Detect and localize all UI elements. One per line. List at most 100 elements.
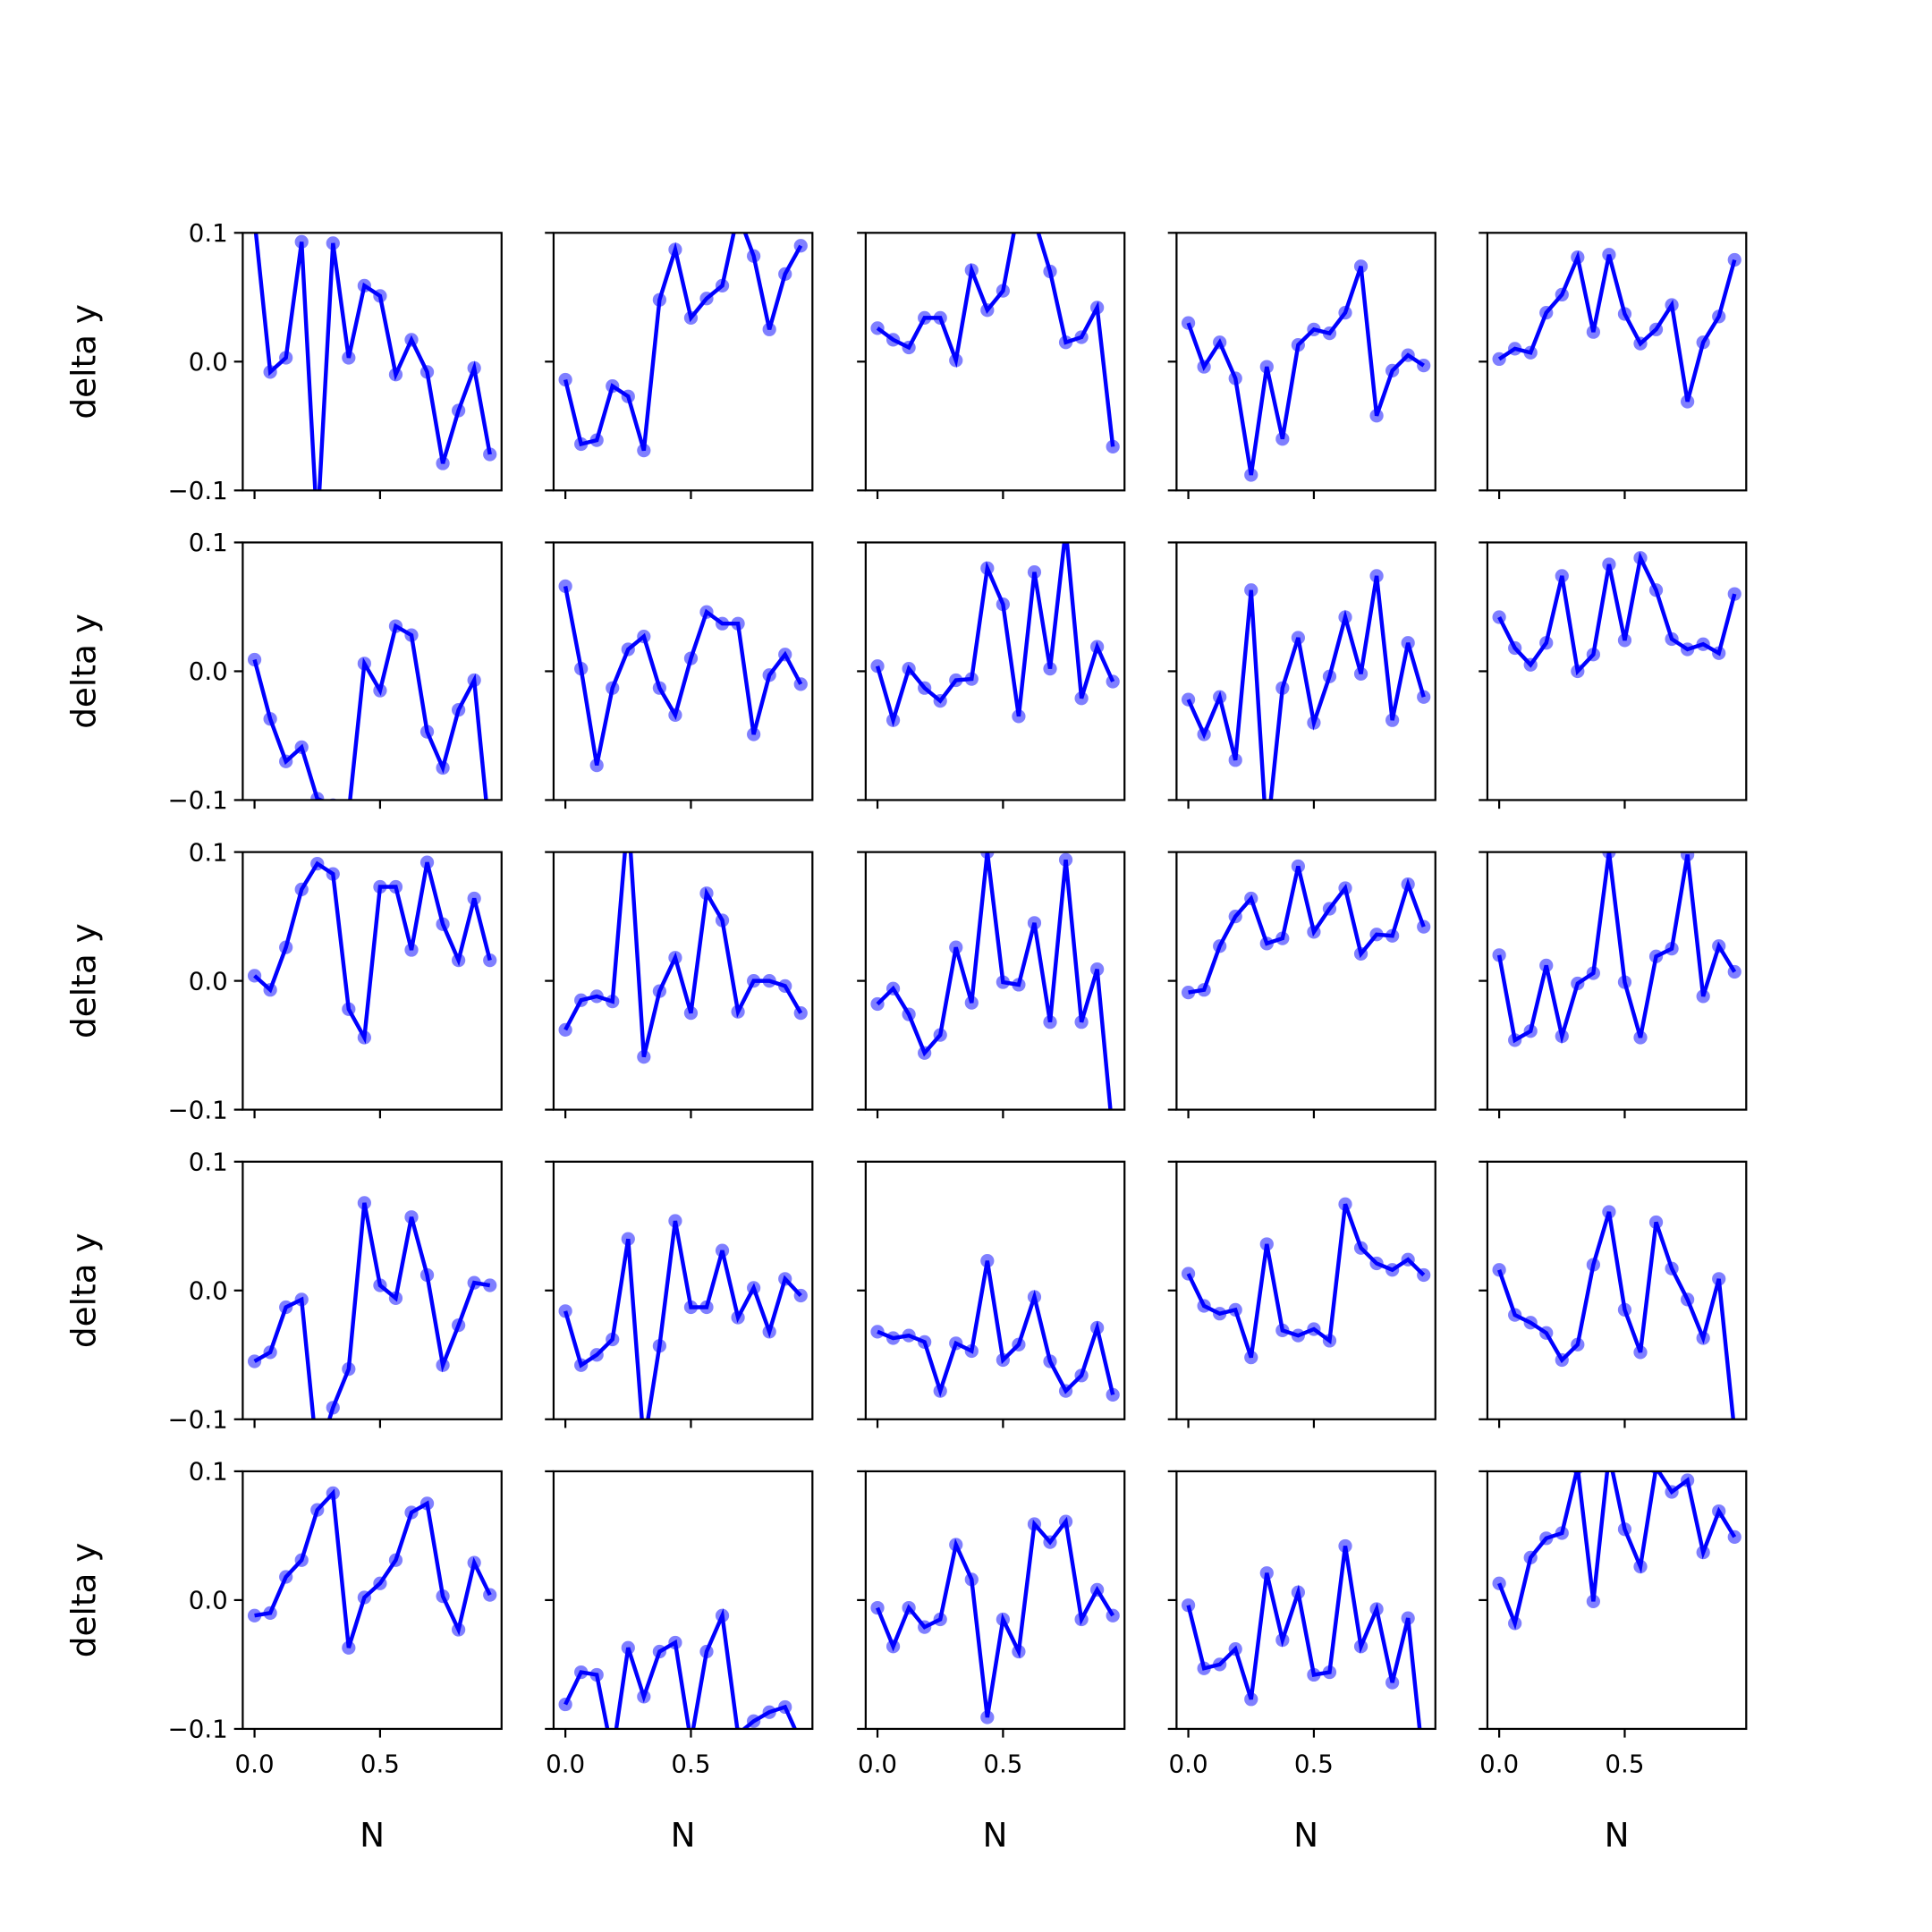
point <box>918 1046 932 1060</box>
axes-frame <box>552 1160 814 1420</box>
subplot <box>545 851 814 1119</box>
point <box>310 522 324 536</box>
point <box>996 1352 1010 1368</box>
point <box>1307 716 1321 730</box>
axes-frame <box>864 232 1126 492</box>
y-tick-label: −0.1 <box>168 1095 228 1124</box>
point <box>248 213 261 226</box>
point <box>731 1004 745 1019</box>
point <box>1106 1387 1120 1402</box>
subplot <box>1167 541 1436 809</box>
point <box>918 1335 932 1349</box>
point <box>436 917 450 931</box>
point <box>964 996 979 1010</box>
point <box>294 1553 309 1567</box>
x-tick-label: 0.0 <box>546 1749 585 1778</box>
point <box>310 1451 324 1464</box>
point <box>1353 1640 1368 1654</box>
point <box>1508 342 1522 356</box>
point <box>715 913 730 928</box>
point <box>1665 298 1679 312</box>
point <box>949 1538 963 1552</box>
point <box>373 1576 387 1590</box>
point <box>1602 1205 1616 1219</box>
x-tick-label: 0.0 <box>1479 1749 1519 1778</box>
point <box>436 456 450 470</box>
y-axis-label: delta y <box>64 923 104 1038</box>
point <box>1369 1256 1384 1271</box>
point <box>1322 669 1337 683</box>
point <box>1417 359 1431 373</box>
point <box>1027 1290 1042 1304</box>
point <box>1074 1368 1089 1383</box>
axes-frame <box>242 1470 503 1731</box>
point <box>388 1291 403 1306</box>
point <box>467 1275 481 1290</box>
x-tick-label: 0.5 <box>1605 1749 1644 1778</box>
point <box>1696 335 1710 350</box>
point <box>1696 1546 1710 1560</box>
point <box>652 1644 666 1659</box>
point <box>1508 1033 1522 1047</box>
point <box>1106 674 1120 689</box>
point <box>668 708 682 723</box>
point <box>747 727 761 741</box>
point <box>1228 753 1242 767</box>
point <box>467 1555 481 1570</box>
point <box>870 996 885 1012</box>
point <box>1074 1015 1089 1030</box>
point <box>1213 939 1227 953</box>
point <box>310 856 325 871</box>
point <box>1338 1197 1352 1211</box>
point <box>263 1345 277 1360</box>
point <box>1571 250 1585 265</box>
point <box>1259 360 1274 374</box>
point <box>1508 1308 1522 1322</box>
y-tick-label: 0.0 <box>189 1275 228 1305</box>
point <box>731 1310 745 1325</box>
point <box>483 447 497 462</box>
point <box>1244 891 1258 906</box>
point <box>1228 371 1242 386</box>
point <box>1385 1675 1400 1690</box>
axes-frame <box>864 1470 1126 1731</box>
point <box>1043 264 1057 279</box>
point <box>1307 1667 1321 1682</box>
point <box>558 1304 572 1318</box>
series-line <box>253 233 492 491</box>
x-axis-label: N <box>360 1815 385 1854</box>
point <box>294 740 309 755</box>
point <box>1197 983 1211 997</box>
point <box>1586 1258 1600 1272</box>
axes-frame <box>1486 232 1748 492</box>
point <box>1307 322 1321 336</box>
point <box>247 1608 262 1623</box>
y-axis-label: delta y <box>64 1233 104 1348</box>
point <box>980 1710 995 1724</box>
point <box>1322 1665 1337 1680</box>
point <box>1728 1426 1741 1439</box>
y-tick-label: 0.0 <box>189 966 228 996</box>
point <box>1197 727 1211 741</box>
point <box>342 806 355 819</box>
x-tick-label: 0.0 <box>1169 1749 1208 1778</box>
point <box>1244 583 1258 597</box>
point <box>1275 931 1290 945</box>
x-axis-label: N <box>1605 1815 1630 1854</box>
point <box>902 340 916 355</box>
point <box>388 879 403 894</box>
y-tick-label: −0.1 <box>168 1404 228 1434</box>
point <box>1555 569 1569 583</box>
point <box>933 1612 947 1627</box>
point <box>1275 432 1290 446</box>
point <box>731 207 744 220</box>
point <box>1385 928 1400 943</box>
point <box>247 1354 262 1368</box>
point <box>1090 1582 1105 1597</box>
point <box>1555 287 1569 302</box>
point <box>1401 348 1415 362</box>
x-axis-label: N <box>983 1815 1008 1854</box>
point <box>589 1348 604 1362</box>
point <box>263 983 277 997</box>
